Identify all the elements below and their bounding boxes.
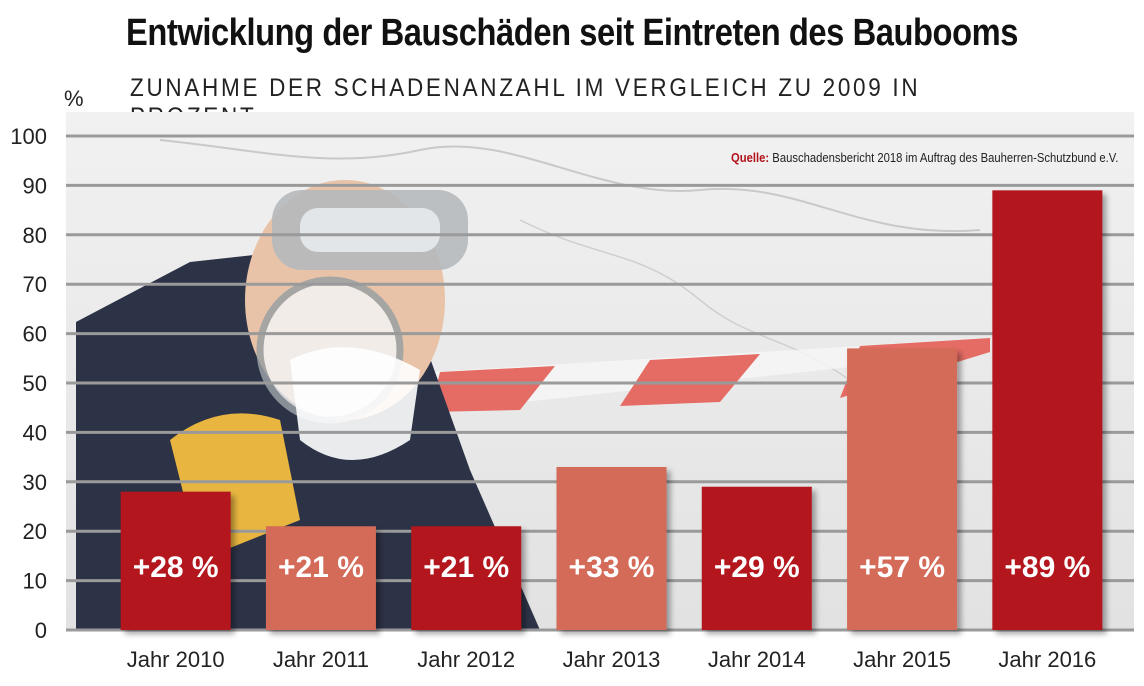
bar-jahr-2012	[411, 526, 522, 630]
x-tick-label: Jahr 2011	[273, 647, 369, 672]
y-tick-label: 90	[23, 173, 47, 198]
bar-jahr-2015	[847, 348, 958, 630]
source-note: Quelle: Bauschadensbericht 2018 im Auftr…	[731, 151, 1118, 165]
bar-value-label: +33 %	[569, 551, 655, 584]
bar-jahr-2011	[265, 526, 376, 630]
bar-jahr-2010	[120, 491, 231, 630]
y-tick-label: 20	[23, 519, 47, 544]
x-tick-label: Jahr 2010	[127, 647, 225, 672]
bar-value-label: +21 %	[423, 551, 509, 584]
bar-value-label: +21 %	[278, 551, 364, 584]
x-tick-label: Jahr 2016	[998, 647, 1096, 672]
bar-value-label: +29 %	[714, 551, 800, 584]
bar-jahr-2013	[556, 466, 667, 630]
x-tick-label: Jahr 2014	[708, 647, 806, 672]
x-tick-label: Jahr 2015	[853, 647, 951, 672]
y-axis-unit: %	[64, 86, 84, 111]
chart-subtitle: ZUNAHME DER SCHADENANZAHL IM VERGLEICH Z…	[130, 74, 921, 131]
y-tick-label: 70	[23, 272, 47, 297]
y-tick-label: 0	[35, 618, 47, 643]
y-tick-label: 100	[10, 124, 47, 149]
x-tick-label: Jahr 2012	[417, 647, 515, 672]
y-tick-label: 80	[23, 223, 47, 248]
y-tick-label: 40	[23, 420, 47, 445]
bar-value-label: +57 %	[859, 551, 945, 584]
source-text: Bauschadensbericht 2018 im Auftrag des B…	[771, 151, 1118, 165]
y-tick-label: 60	[23, 322, 47, 347]
source-label: Quelle:	[730, 151, 769, 165]
x-tick-label: Jahr 2013	[563, 647, 661, 672]
bar-jahr-2016	[992, 190, 1103, 630]
bar-jahr-2014	[701, 486, 812, 630]
chart-title: Entwicklung der Bauschäden seit Eintrete…	[125, 12, 1019, 54]
y-tick-label: 30	[23, 470, 47, 495]
bar-value-label: +89 %	[1004, 551, 1090, 584]
wall-crack-decoration	[159, 139, 981, 233]
y-tick-label: 10	[23, 569, 47, 594]
y-tick-label: 50	[23, 371, 47, 396]
bar-value-label: +28 %	[133, 551, 219, 584]
